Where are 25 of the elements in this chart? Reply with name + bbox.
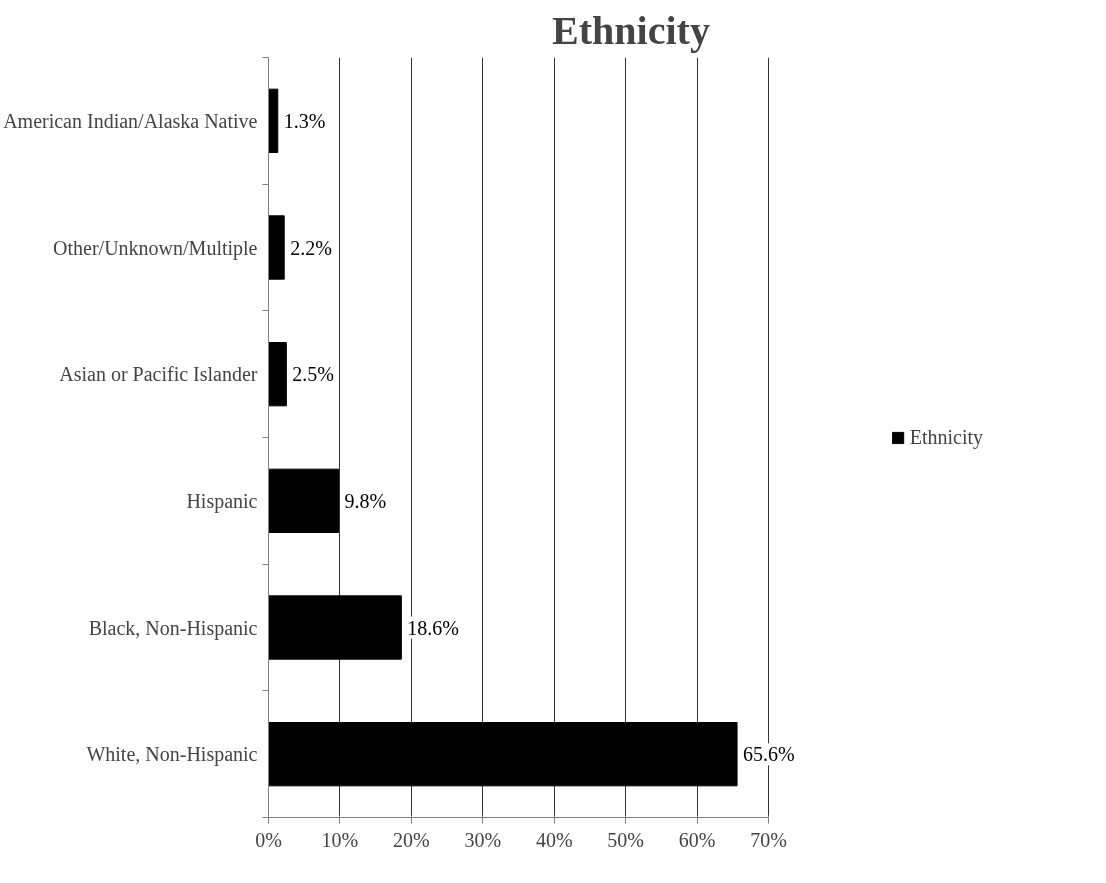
data-label: 1.3% — [283, 109, 326, 132]
y-tick-label: Black, Non-Hispanic — [88, 616, 258, 640]
x-tick-label: 70% — [750, 828, 787, 851]
bar — [268, 342, 287, 407]
data-label: 18.6% — [407, 616, 460, 639]
y-tick-label: American Indian/Alaska Native — [3, 109, 258, 132]
data-label: 65.6% — [743, 743, 795, 766]
data-label: 9.8% — [344, 489, 387, 512]
chart-title: Ethnicity — [552, 7, 710, 53]
y-tick-label: Other/Unknown/Multiple — [53, 236, 258, 260]
x-tick-label: 50% — [607, 828, 644, 851]
data-label: 2.5% — [292, 363, 335, 386]
x-tick-label: 0% — [255, 828, 282, 851]
x-tick-label: 60% — [678, 828, 716, 851]
y-tick-label: Hispanic — [186, 489, 258, 513]
bar — [268, 88, 279, 153]
bar — [268, 215, 285, 280]
y-tick-label: White, Non-Hispanic — [86, 743, 258, 767]
legend-label: Ethnicity — [909, 425, 983, 449]
data-label: 2.2% — [290, 236, 332, 259]
x-tick-label: 30% — [464, 828, 502, 851]
x-tick-label: 20% — [393, 828, 430, 851]
x-tick-label: 40% — [535, 828, 573, 851]
x-tick-label: 10% — [321, 828, 359, 851]
y-tick-label: Asian or Pacific Islander — [59, 363, 258, 386]
